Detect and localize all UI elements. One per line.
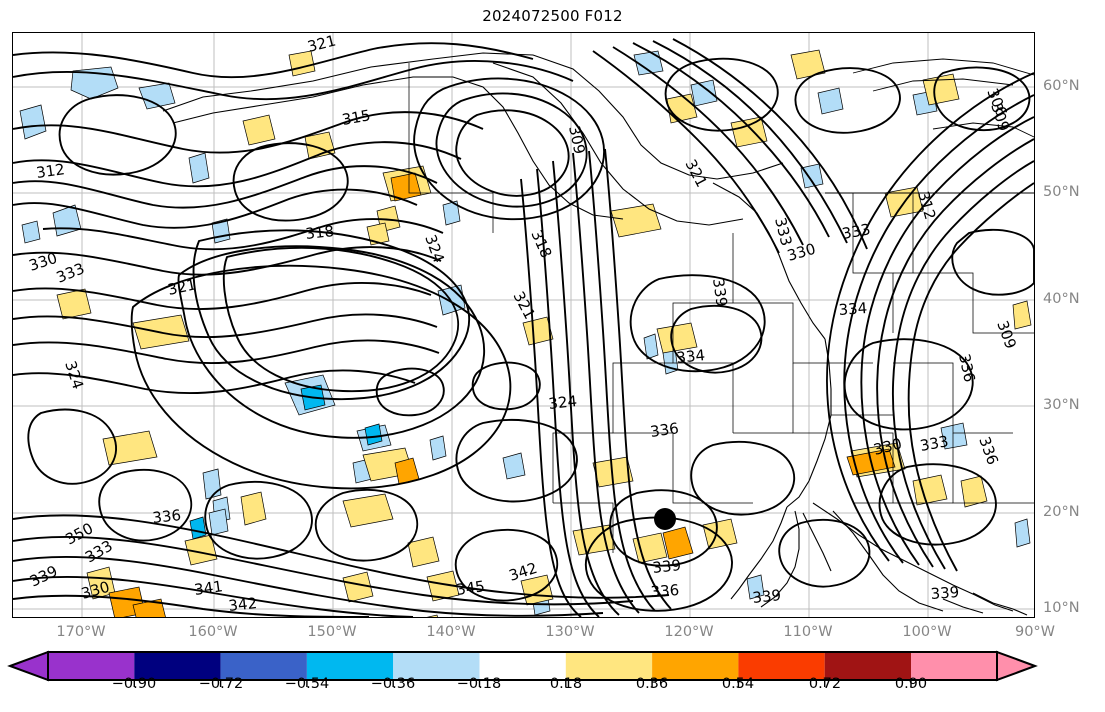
svg-text:324: 324 [61,359,87,392]
svg-text:312: 312 [914,189,939,221]
lon-tick-130w: 130°W [545,624,595,640]
lon-tick-160w: 160°W [188,624,238,640]
colorbar-bands [48,652,997,680]
tropical-cyclone-marker[interactable] [654,508,676,530]
colorbar-canvas [7,650,1038,687]
svg-text:321: 321 [166,275,198,299]
svg-text:339: 339 [752,586,782,607]
svg-text:339: 339 [930,583,960,603]
colorbar-tick-label-3: −0.54 [284,676,330,692]
lon-tick-110w: 110°W [783,624,833,640]
colorbar-tick-label-4: −0.36 [370,676,416,692]
svg-text:321: 321 [509,288,538,322]
colorbar-extend-min [7,650,49,682]
svg-text:330: 330 [79,578,111,603]
svg-text:315: 315 [341,106,372,129]
svg-text:345: 345 [455,577,486,599]
colorbar[interactable] [0,648,1105,712]
lon-tick-120w: 120°W [664,624,714,640]
lon-tick-100w: 100°W [902,624,952,640]
svg-text:336: 336 [975,434,1002,467]
svg-text:324: 324 [548,392,578,413]
colorbar-tick-label-2: −0.72 [198,676,244,692]
svg-text:341: 341 [193,577,224,599]
map-plot-area[interactable]: 321 . 315 312 309 321 318 324 318 321 32… [12,32,1035,618]
colorbar-outline [47,651,998,681]
colorbar-tick-label-10: 0.90 [894,676,928,692]
lon-tick-150w: 150°W [307,624,357,640]
svg-text:350: 350 [62,519,96,548]
svg-text:339: 339 [652,556,682,577]
lat-tick-50n: 50°N [1043,184,1080,200]
svg-text:309: 309 [987,101,1013,134]
lat-tick-40n: 40°N [1043,291,1080,307]
svg-text:339: 339 [27,562,61,591]
lat-tick-60n: 60°N [1043,78,1080,94]
svg-text:321: 321 [306,33,338,56]
svg-text:336: 336 [152,506,182,527]
colorbar-tick-label-1: −0.90 [111,676,157,692]
map-contour-canvas: 321 . 315 312 309 321 318 324 318 321 32… [13,33,1034,617]
lat-tick-30n: 30°N [1043,397,1080,413]
contour-lines [13,38,1034,617]
svg-text:312: 312 [35,160,66,182]
svg-text:333: 333 [82,537,116,567]
svg-text:336: 336 [650,581,680,601]
lon-tick-90w: 90°W [1014,624,1056,640]
svg-text:334: 334 [838,299,868,319]
svg-text:336: 336 [955,352,979,384]
colorbar-tick-label-8: 0.54 [721,676,755,692]
svg-text:318: 318 [305,222,335,243]
contour-labels: 321 . 315 312 309 321 318 324 318 321 32… [27,33,1020,615]
colorbar-tick-label-9: 0.72 [808,676,842,692]
lat-tick-10n: 10°N [1043,600,1080,616]
svg-text:333: 333 [841,220,872,243]
svg-text:333: 333 [919,432,950,455]
colorbar-extend-max [996,650,1038,682]
page-title: 2024072500 F012 [482,7,623,25]
svg-text:309: 309 [565,124,589,156]
svg-text:336: 336 [649,419,680,441]
svg-text:334: 334 [676,346,706,367]
lat-tick-20n: 20°N [1043,504,1080,520]
coastlines [162,52,1034,616]
svg-text:318: 318 [527,227,555,260]
colorbar-tick-label-5: −0.18 [456,676,502,692]
colorbar-ticks [133,680,912,687]
svg-text:339: 339 [709,277,731,308]
lon-tick-170w: 170°W [56,624,106,640]
svg-text:342: 342 [228,594,258,615]
colorbar-tick-label-7: 0.36 [635,676,669,692]
colorbar-tick-label-6: 0.18 [549,676,583,692]
lon-tick-140w: 140°W [426,624,476,640]
